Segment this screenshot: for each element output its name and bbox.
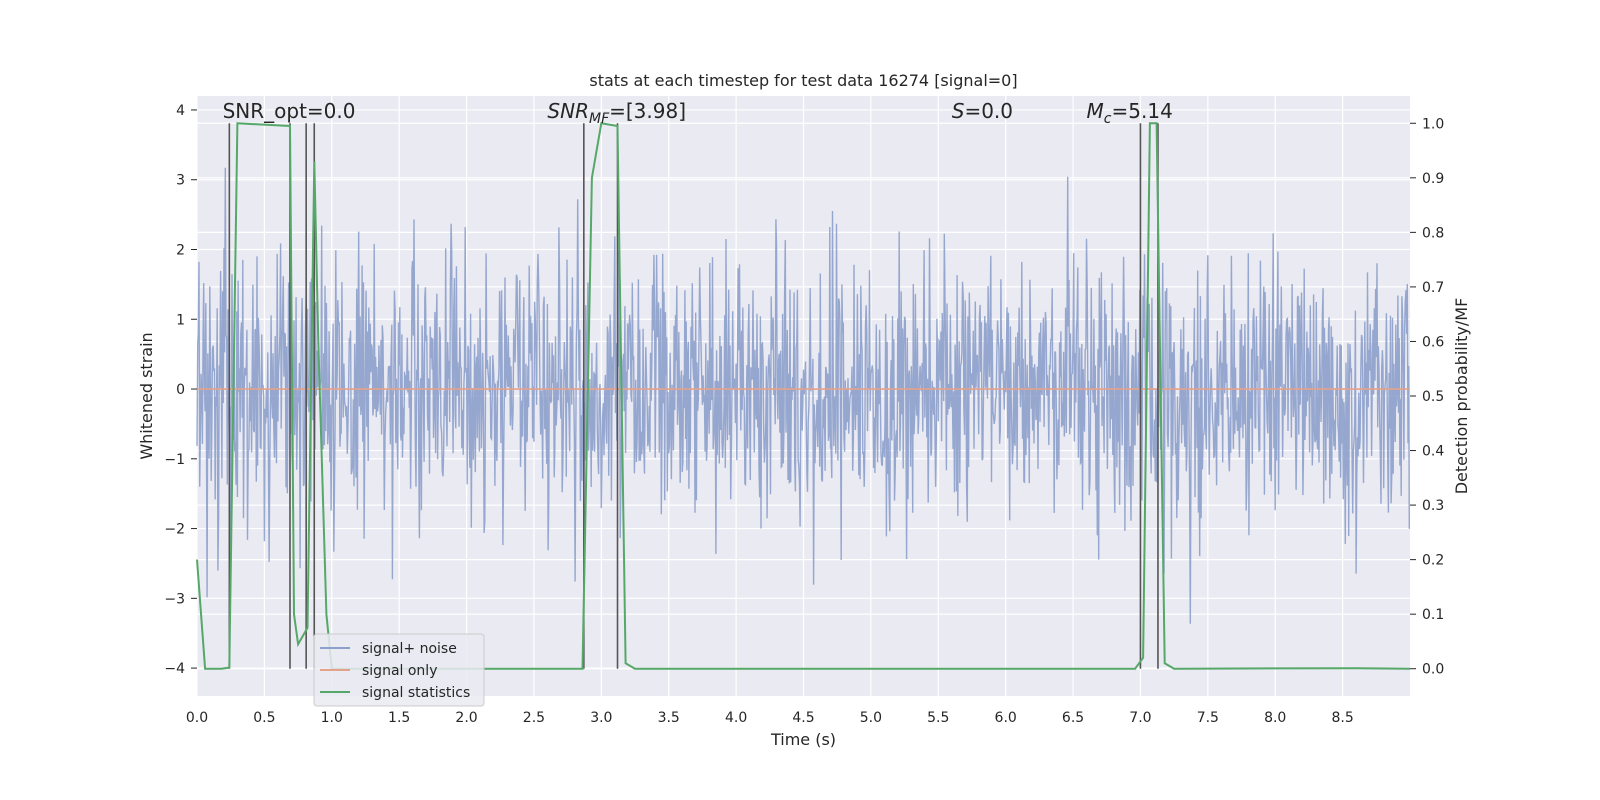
signal-statistics-series	[196, 122, 1411, 670]
x-tick-label: 5.5	[927, 710, 949, 726]
x-axis-ticks: 0.0 0.5 1.0 1.5 2.0 2.5 3.0 3.5 4.0 4.5 5.0 5.5 6.0 6…	[186, 710, 1354, 726]
annotation-snr-opt: SNR_opt=0.0	[223, 99, 356, 123]
y2-tick-label: 0.1	[1422, 607, 1444, 623]
x-tick-label: 4.5	[792, 710, 814, 726]
legend-label-signal-plus-noise: signal+ noise	[362, 641, 457, 657]
annotations: SNR_opt=0.0 SNRMF=[3.98] S=0.0 Mc=5.14	[223, 99, 1173, 127]
x-tick-label: 2.5	[523, 710, 545, 726]
y-tick-label: 3	[176, 173, 185, 189]
x-tick-label: 5.0	[860, 710, 882, 726]
chart-title: stats at each timestep for test data 162…	[589, 71, 1017, 90]
y2-tick-label: 0.8	[1422, 225, 1444, 241]
y2-tick-label: 0.3	[1422, 498, 1444, 514]
y-axis-label: Whitened strain	[137, 332, 156, 459]
x-tick-label: 6.5	[1062, 710, 1084, 726]
annotation-snr-mf: SNRMF=[3.98]	[547, 99, 686, 127]
y2-tick-label: 1.0	[1422, 116, 1444, 132]
annotation-mc: Mc=5.14	[1087, 99, 1173, 127]
y-tick-label: 1	[176, 312, 185, 328]
legend: signal+ noise signal only signal statist…	[313, 633, 485, 707]
x-tick-label: 3.0	[590, 710, 612, 726]
x-tick-label: 7.5	[1197, 710, 1219, 726]
y2-tick-label: 0.5	[1422, 389, 1444, 405]
y-tick-label: −4	[164, 661, 185, 677]
y2-tick-label: 0.9	[1422, 171, 1444, 187]
x-tick-label: 2.0	[455, 710, 477, 726]
y2-axis-label: Detection probability/MF	[1452, 298, 1471, 495]
y-tick-label: −2	[164, 522, 185, 538]
x-tick-label: 8.0	[1264, 710, 1286, 726]
y2-axis-ticks: 1.0 0.9 0.8 0.7 0.6 0.5 0.4 0.3 0.2 0.1 0.0	[1410, 116, 1444, 678]
x-tick-label: 0.0	[186, 710, 208, 726]
y-tick-label: −3	[164, 591, 185, 607]
y2-tick-label: 0.0	[1422, 662, 1444, 678]
y-tick-label: −1	[164, 452, 185, 468]
y-axis-ticks: 4 3 2 1 0 −1 −2 −3 −4	[164, 103, 197, 677]
x-tick-label: 6.0	[995, 710, 1017, 726]
x-tick-label: 3.5	[658, 710, 680, 726]
signal-statistics-line	[196, 122, 1411, 670]
y-tick-label: 2	[176, 242, 185, 258]
y2-tick-label: 0.7	[1422, 280, 1444, 296]
y2-tick-label: 0.6	[1422, 334, 1444, 350]
annotation-s: S=0.0	[952, 99, 1013, 123]
legend-box	[313, 633, 485, 707]
x-tick-label: 4.0	[725, 710, 747, 726]
y2-tick-label: 0.2	[1422, 553, 1444, 569]
x-tick-label: 8.5	[1331, 710, 1353, 726]
y-tick-label: 0	[176, 382, 185, 398]
legend-label-signal-only: signal only	[362, 663, 437, 679]
x-tick-label: 7.0	[1129, 710, 1151, 726]
legend-label-signal-statistics: signal statistics	[362, 685, 470, 701]
x-tick-label: 0.5	[253, 710, 275, 726]
x-tick-label: 1.0	[321, 710, 343, 726]
x-axis-label: Time (s)	[770, 730, 836, 749]
y2-tick-label: 0.4	[1422, 444, 1444, 460]
x-tick-label: 1.5	[388, 710, 410, 726]
y-tick-label: 4	[176, 103, 185, 119]
